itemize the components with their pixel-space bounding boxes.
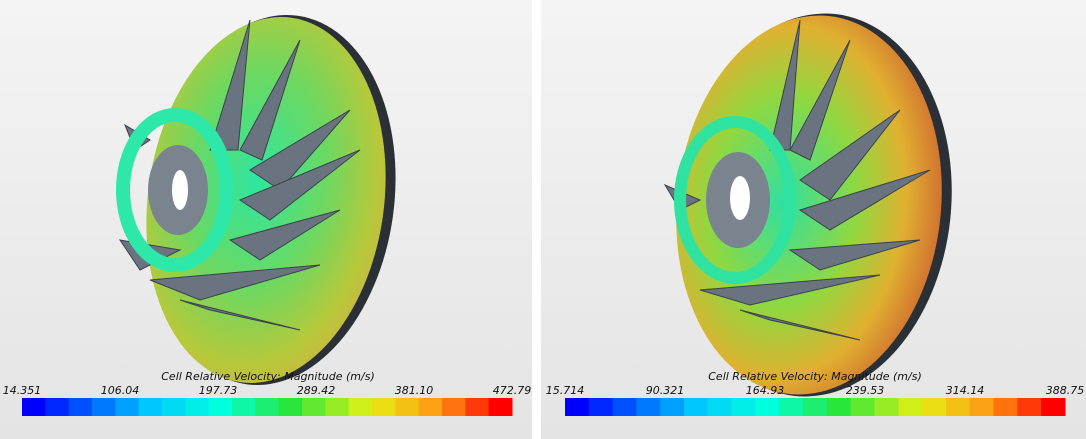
colorbar-segment	[660, 398, 684, 416]
colorbar-segment	[162, 398, 186, 416]
colorbar-segment	[565, 398, 589, 416]
colorbar-segment	[489, 398, 513, 416]
colorbar-segment	[898, 398, 922, 416]
colorbar-segment	[209, 398, 233, 416]
colorbar-segment	[589, 398, 613, 416]
colorbar-segment	[755, 398, 779, 416]
colorbar-segment	[732, 398, 756, 416]
colorbar-segment	[684, 398, 708, 416]
colorbar-segment	[279, 398, 303, 416]
legend-tick-label: 164.93	[746, 384, 785, 397]
colorbar-segment	[325, 398, 349, 416]
colorbar-segment	[302, 398, 326, 416]
legend-title: Cell Relative Velocity: Magnitude (m/s)	[708, 370, 921, 383]
colorbar-segment	[708, 398, 732, 416]
colorbar-segment	[970, 398, 994, 416]
colorbar-segment	[115, 398, 139, 416]
colorbar-segment	[613, 398, 637, 416]
colorbar-segment	[22, 398, 46, 416]
colorbar-segment	[372, 398, 396, 416]
colorbar-segment	[442, 398, 466, 416]
legend-title: Cell Relative Velocity: Magnitude (m/s)	[161, 370, 374, 383]
colorbar-segment	[803, 398, 827, 416]
legend-tick-label: 314.14	[946, 384, 985, 397]
colorbar-segment	[45, 398, 69, 416]
colorbar-segment	[1017, 398, 1041, 416]
colorbar-segment	[636, 398, 660, 416]
colorbar-segment	[69, 398, 93, 416]
legend-tick-label: 90.321	[646, 384, 685, 397]
screenshot: Cell Relative Velocity: Magnitude (m/s)1…	[0, 0, 1086, 439]
legend-tick-label: 289.42	[297, 384, 336, 397]
colorbar-segment	[419, 398, 443, 416]
colorbar-segment	[139, 398, 163, 416]
colorbar-segment	[946, 398, 970, 416]
colorbar-segment	[994, 398, 1018, 416]
legend-tick-label: 197.73	[199, 384, 238, 397]
legend-tick-label: 15.714	[546, 384, 585, 397]
colorbar-segment	[349, 398, 373, 416]
legend-tick-label: 388.75	[1046, 384, 1085, 397]
legend-tick-label: 106.04	[101, 384, 140, 397]
legend-tick-label: 239.53	[846, 384, 885, 397]
colorbar-segment	[827, 398, 851, 416]
colorbar-segment	[875, 398, 899, 416]
legend-tick-label: 381.10	[395, 384, 434, 397]
colorbar-segment	[465, 398, 489, 416]
colorbar-segment	[922, 398, 946, 416]
colorbar-segment	[779, 398, 803, 416]
colorbar-segment	[1041, 398, 1065, 416]
colorbar-segment	[92, 398, 116, 416]
colorbar-segment	[395, 398, 419, 416]
legend-tick-label: 14.351	[3, 384, 42, 397]
colorbar-segment	[255, 398, 279, 416]
colorbar-segment	[851, 398, 875, 416]
colorbar-segment	[185, 398, 209, 416]
colorbar-segment	[232, 398, 256, 416]
legend-tick-label: 472.79	[493, 384, 532, 397]
